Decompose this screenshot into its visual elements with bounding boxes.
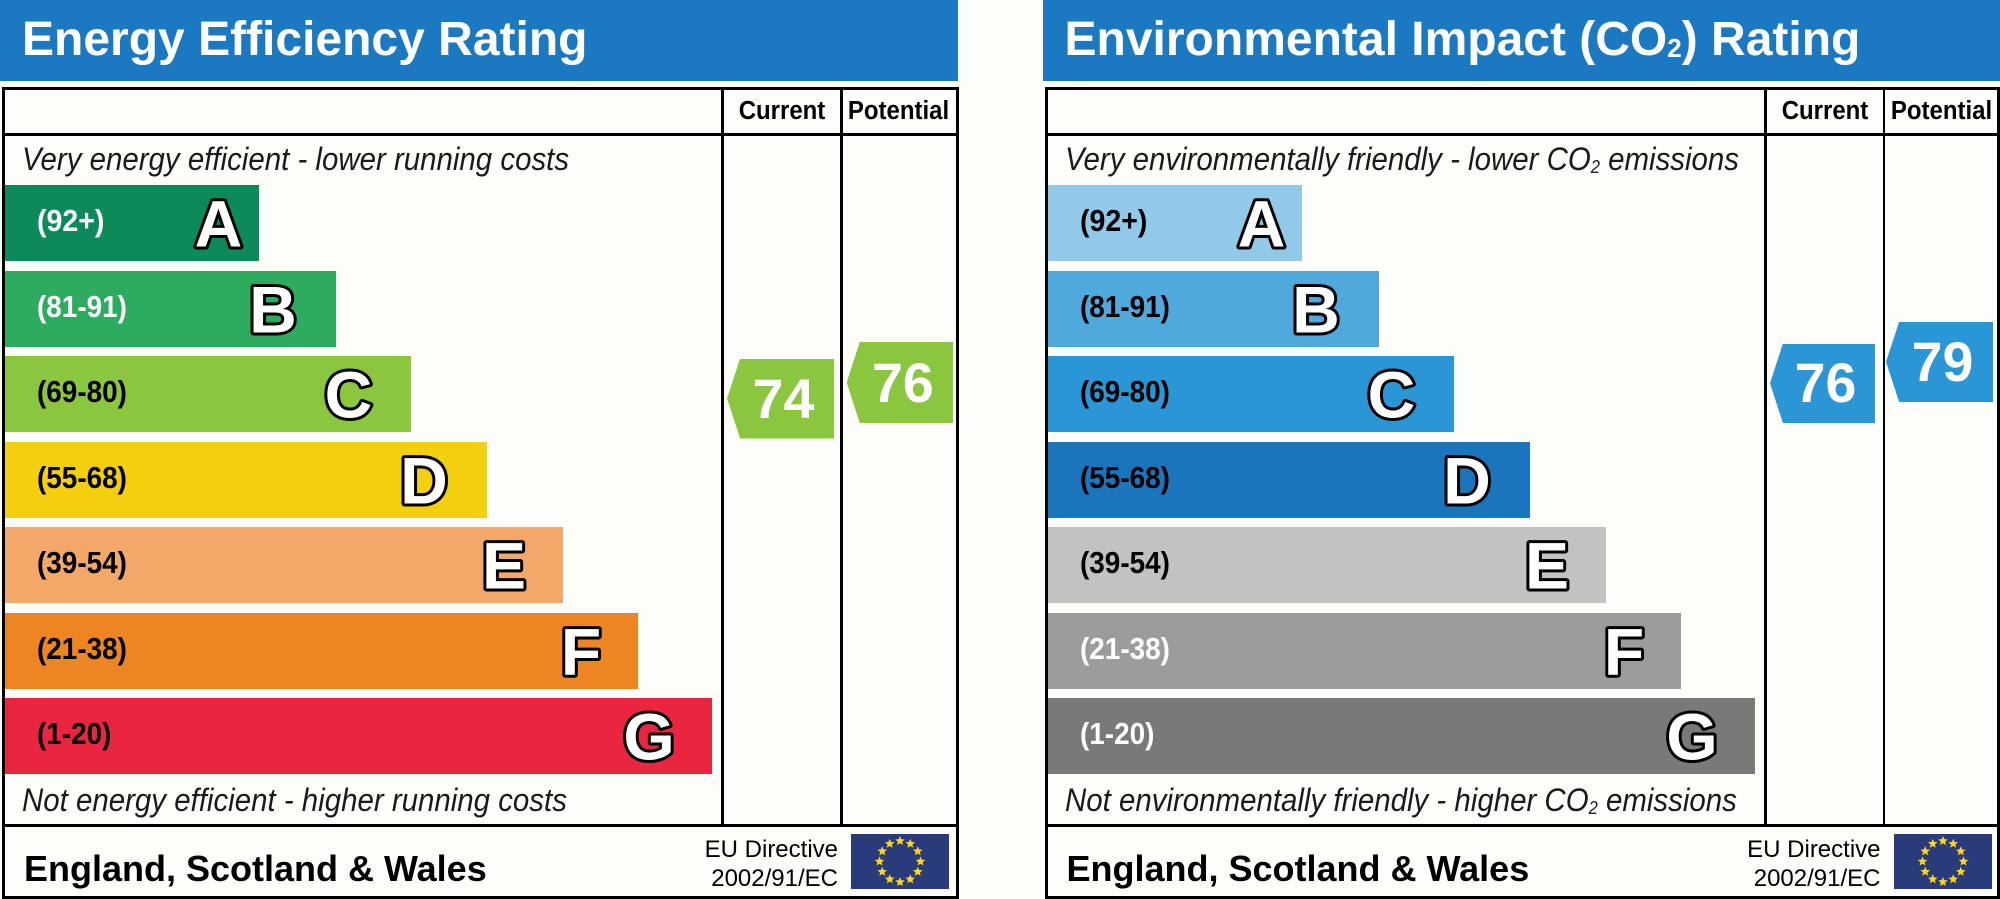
svg-text:G: G <box>1666 700 1717 774</box>
svg-text:C: C <box>1367 358 1415 432</box>
svg-text:G: G <box>623 700 674 774</box>
svg-text:B: B <box>1292 273 1340 347</box>
svg-text:F: F <box>1603 615 1643 689</box>
svg-text:D: D <box>400 444 448 518</box>
svg-text:D: D <box>1443 444 1491 518</box>
svg-text:E: E <box>482 529 526 603</box>
svg-text:A: A <box>195 187 243 261</box>
svg-text:E: E <box>1524 529 1568 603</box>
svg-text:F: F <box>561 615 601 689</box>
svg-text:C: C <box>325 358 373 432</box>
svg-text:A: A <box>1237 187 1285 261</box>
svg-text:B: B <box>249 273 297 347</box>
